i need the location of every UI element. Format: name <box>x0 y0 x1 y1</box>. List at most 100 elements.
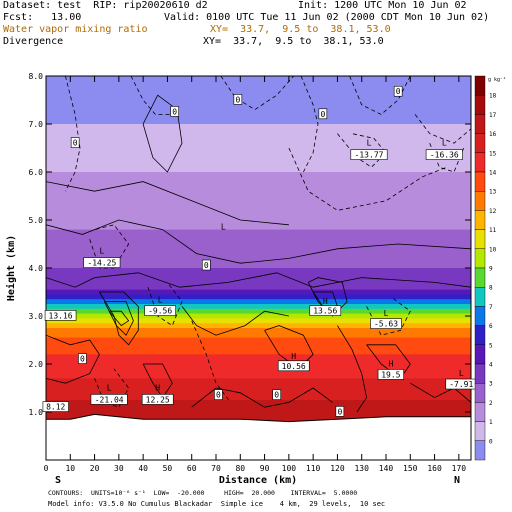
terrain-mask <box>46 413 471 460</box>
contour-label-box <box>170 106 180 117</box>
valid-time: Valid: 0100 UTC Tue 11 Jun 02 (2000 CDT … <box>164 12 490 23</box>
colorbar-cell <box>474 363 486 384</box>
colorbar-unit: g kg⁻¹ <box>488 77 506 83</box>
x-tick-label: 20 <box>90 464 100 473</box>
contour-label-box <box>70 137 80 148</box>
extremum-value: 13.56 <box>313 307 337 316</box>
colorbar-cell <box>474 114 486 134</box>
x-tick-label: 90 <box>260 464 270 473</box>
x-tick-label: 0 <box>44 464 49 473</box>
y-tick-label: 5.0 <box>29 216 44 225</box>
extremum-marker: L <box>107 383 112 392</box>
contour-label-box <box>201 259 211 271</box>
contour-label: 0 <box>172 107 177 116</box>
divergence-contour-positive <box>108 310 130 327</box>
x-tick-label: 70 <box>211 464 221 473</box>
divergence-contour-positive <box>142 94 183 173</box>
divergence-contour-positive <box>337 325 368 413</box>
extremum-value: -13.77 <box>355 151 384 160</box>
colorbar-tick-label: 12 <box>489 208 497 215</box>
contour-label: 0 <box>337 407 342 416</box>
dataset-line: Dataset: test RIP: rip20020610 d2 <box>3 0 208 11</box>
colorbar-cell <box>474 152 486 173</box>
x-tick-label: 170 <box>452 464 467 473</box>
contour-label-box <box>214 389 223 400</box>
divergence-contour-negative <box>130 76 173 115</box>
colorbar-cell <box>474 210 486 230</box>
y-tick-label: 4.0 <box>29 264 44 273</box>
extremum-marker: H <box>291 352 296 361</box>
divergence-contour-negative <box>220 76 294 111</box>
x-tick-label: 160 <box>427 464 442 473</box>
model-info: Model info: V3.5.0 No Cumulus Blackadar … <box>48 500 386 508</box>
colorbar-cell <box>474 75 486 96</box>
field-1-xy: XY= 33.7, 9.5 to 38.1, 53.0 <box>210 24 391 35</box>
extremum-box <box>141 394 174 405</box>
init-time: Init: 1200 UTC Mon 10 Jun 02 <box>298 0 467 11</box>
y-tick-label: 8.0 <box>29 72 44 81</box>
divergence-contour-positive <box>181 306 289 336</box>
contour-label: 0 <box>320 110 325 119</box>
extremum-marker: L <box>384 309 389 318</box>
field-2-name: Divergence <box>3 36 64 47</box>
colorbar-tick-label: 10 <box>489 246 497 253</box>
x-tick-label: 50 <box>163 464 173 473</box>
divergence-contour-positive <box>46 334 100 384</box>
extremum-box <box>44 310 77 321</box>
extremum-value: -9.56 <box>148 307 172 316</box>
extremum-value: 13.16 <box>49 311 73 320</box>
divergence-contour-negative <box>414 114 471 144</box>
x-axis-start-label: S <box>55 475 61 486</box>
y-tick-label: 7.0 <box>29 120 44 129</box>
colorbar-cell <box>474 440 486 461</box>
colorbar-cell <box>474 94 486 115</box>
colorbar-tick-label: 1 <box>489 419 493 426</box>
divergence-contour-positive <box>191 387 333 408</box>
colorbar-cell <box>474 421 486 442</box>
divergence-contour-positive <box>410 382 471 403</box>
divergence-contour-negative <box>89 224 130 269</box>
extremum-value: -21.04 <box>95 395 124 404</box>
y-tick-label: 3.0 <box>29 312 44 321</box>
extremum-marker: L <box>367 139 372 148</box>
moisture-shading <box>46 76 471 460</box>
colorbar-tick-label: 13 <box>489 189 497 196</box>
field-1-name: Water vapor mixing ratio <box>3 24 148 35</box>
extremum-marker: H <box>323 297 328 306</box>
divergence-contour-positive <box>142 363 173 399</box>
axis-ticks: 0 10 20 30 40 50 60 70 80 90 100 110 120 130 140 150 160… <box>29 72 471 473</box>
extremum-box <box>377 369 404 380</box>
divergence-contour-negative <box>337 133 387 168</box>
colorbar-cell <box>474 267 486 288</box>
colorbar-tick-label: 4 <box>489 362 493 369</box>
extremum-box <box>144 305 176 316</box>
colorbar-tick-label: 18 <box>489 93 497 100</box>
colorbar-tick-label: 9 <box>489 266 493 273</box>
colorbar-tick-label: 8 <box>489 285 493 292</box>
contour-label: 0 <box>80 355 85 364</box>
x-tick-label: 60 <box>187 464 197 473</box>
field-2-xy: XY= 33.7, 9.5 to 38.1, 53.0 <box>203 36 384 47</box>
y-axis-label: Height (km) <box>5 235 17 301</box>
divergence-contour-positive <box>46 272 471 288</box>
extremum-marker: H <box>155 383 160 392</box>
colorbar-tick-label: 3 <box>489 381 493 388</box>
colorbar-cell <box>474 402 486 422</box>
x-tick-label: 120 <box>330 464 345 473</box>
contour-label: 0 <box>274 391 279 400</box>
contour-label: 0 <box>204 261 209 270</box>
contour-label-box <box>318 108 328 120</box>
colorbar-cell <box>474 287 486 307</box>
colorbar-tick-label: 7 <box>489 304 493 311</box>
contour-label-box <box>335 406 345 417</box>
extremum-value: -5.63 <box>374 320 398 329</box>
extremum-value: 8.12 <box>46 403 65 412</box>
extremum-value: -7.91 <box>449 380 473 389</box>
divergence-contour-positive <box>264 325 314 370</box>
x-tick-label: 80 <box>235 464 245 473</box>
x-tick-label: 130 <box>354 464 369 473</box>
extrema-labels: L-14.25LL-9.5613.16H13.56L-13.77L-16.36L… <box>42 85 478 417</box>
colorbar-tick-label: 14 <box>489 170 497 177</box>
